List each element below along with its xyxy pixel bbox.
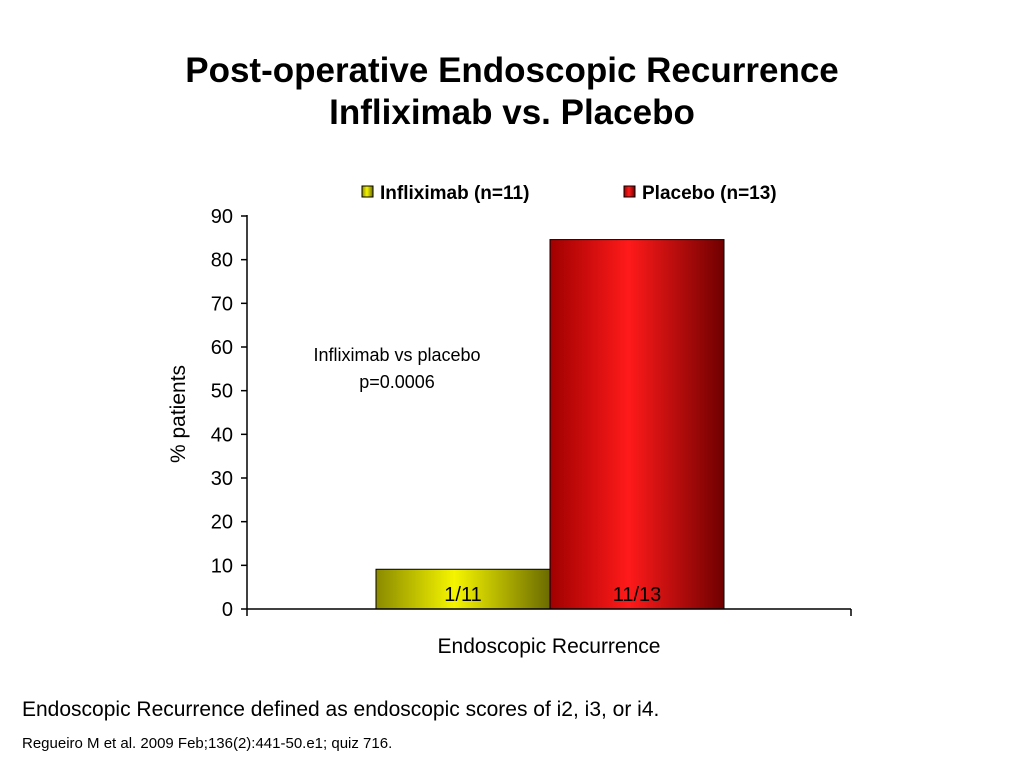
y-tick-label: 80 (211, 250, 233, 272)
annotation-line-2: p=0.0006 (359, 372, 435, 392)
annotation-line-1: Infliximab vs placebo (313, 345, 480, 365)
bar-placebo (549, 239, 725, 610)
y-axis-ticks: 0 10 20 30 40 50 60 70 80 90 (211, 206, 247, 621)
title-line-1: Post-operative Endoscopic Recurrence (185, 51, 839, 90)
y-tick-label: 30 (211, 468, 233, 490)
slide-title: Post-operative Endoscopic Recurrence Inf… (0, 50, 1024, 134)
bar-label-placebo: 11/13 (613, 584, 662, 606)
x-category-label: Endoscopic Recurrence (438, 635, 661, 658)
legend-label-placebo: Placebo (n=13) (642, 183, 777, 204)
y-tick-label: 20 (211, 512, 233, 534)
legend-swatch-infliximab (361, 185, 374, 198)
y-tick-label: 40 (211, 424, 233, 446)
y-axis-title: % patients (167, 365, 190, 463)
y-tick-label: 10 (211, 555, 233, 577)
citation: Regueiro M et al. 2009 Feb;136(2):441-50… (22, 735, 393, 752)
title-line-2: Infliximab vs. Placebo (329, 93, 695, 132)
bar-label-infliximab: 1/11 (444, 584, 481, 606)
y-tick-label: 0 (222, 599, 233, 621)
footnote: Endoscopic Recurrence defined as endosco… (22, 698, 660, 721)
y-tick-label: 70 (211, 293, 233, 315)
bar-chart: Infliximab (n=11) Placebo (n=13) % patie… (167, 183, 852, 658)
legend-label-infliximab: Infliximab (n=11) (380, 183, 529, 204)
y-tick-label: 50 (211, 381, 233, 403)
legend-swatch-placebo (623, 185, 636, 198)
y-tick-label: 60 (211, 337, 233, 359)
bars: 1/11 11/13 (375, 239, 725, 610)
y-tick-label: 90 (211, 206, 233, 228)
legend: Infliximab (n=11) Placebo (n=13) (361, 183, 777, 204)
